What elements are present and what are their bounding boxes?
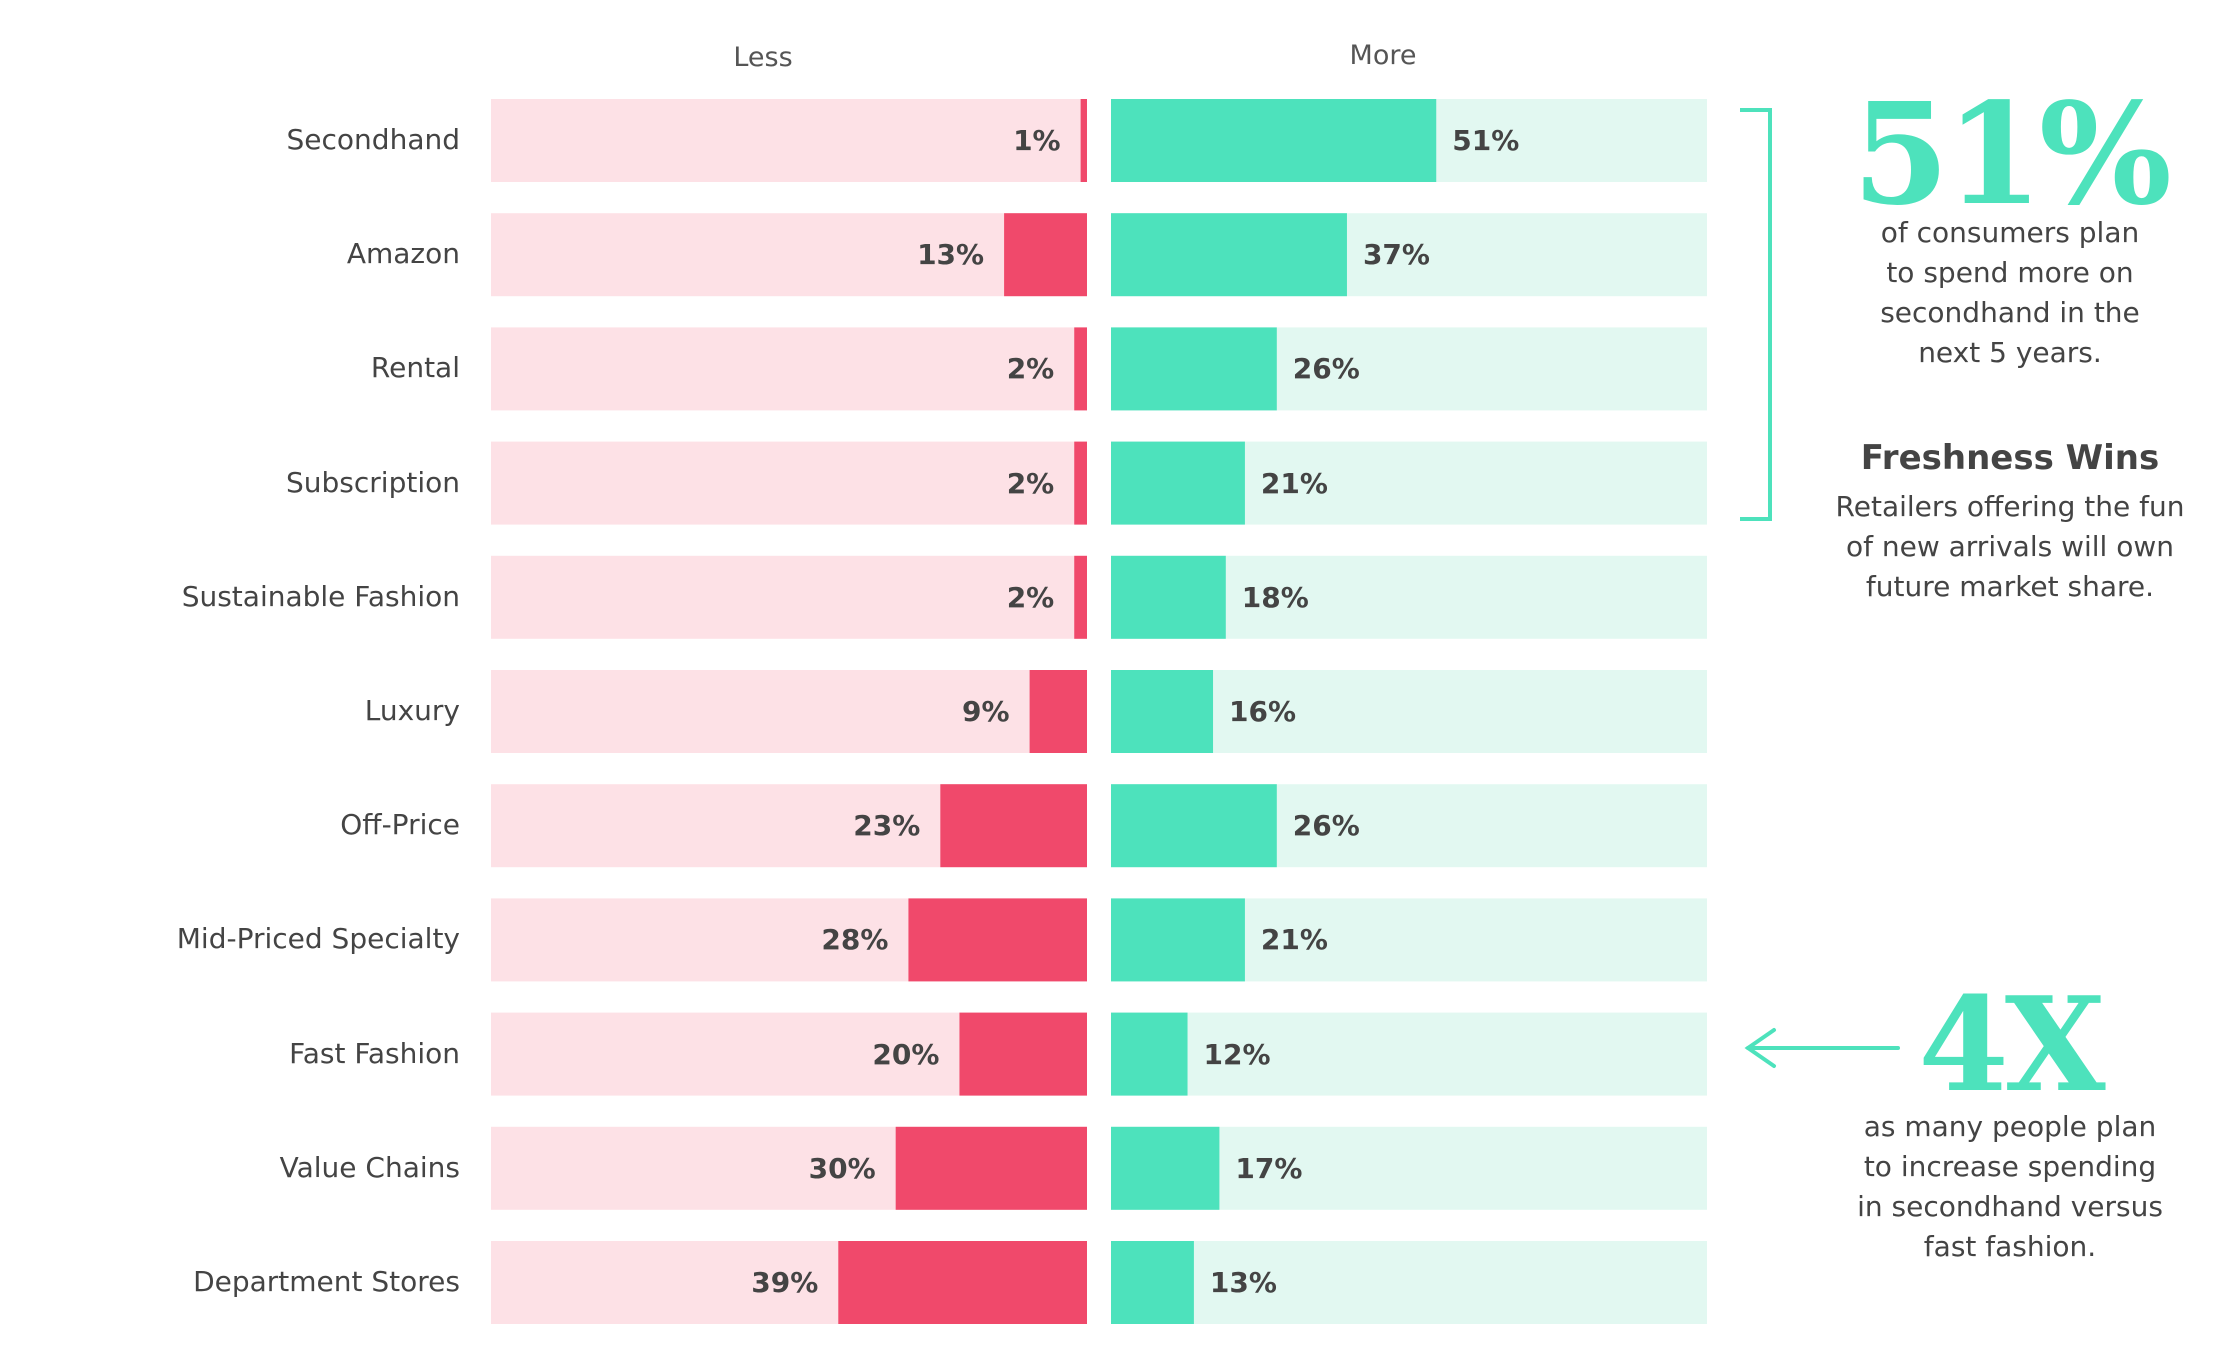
freshness-caption-line: of new arrivals will own <box>1845 530 2175 563</box>
more-bar <box>1111 1012 1188 1096</box>
category-label: Sustainable Fashion <box>181 579 460 613</box>
bracket <box>1740 108 1772 521</box>
more-value-label: 26% <box>1292 809 1360 843</box>
less-value-label: 1% <box>1013 124 1061 157</box>
less-value-label: 2% <box>1006 466 1055 500</box>
category-label: Rental <box>370 351 460 385</box>
less-value-label: 13% <box>917 238 985 272</box>
less-bar <box>959 1012 1087 1096</box>
freshness-caption: Retailers offering the fun of new arriva… <box>1780 487 2216 607</box>
stat-51-percent: 51% <box>1852 73 2172 237</box>
more-bar <box>1111 555 1226 639</box>
column-header-more: More <box>1349 40 1417 71</box>
category-label: Secondhand <box>286 123 460 156</box>
more-bar <box>1111 99 1437 182</box>
less-bar <box>1080 99 1087 182</box>
less-bar <box>940 784 1087 868</box>
stat-4x-caption-line: to increase spending <box>1863 1150 2157 1183</box>
more-value-label: 51% <box>1452 124 1520 157</box>
more-bar <box>1111 898 1245 982</box>
more-track <box>1111 1241 1707 1324</box>
more-bar <box>1111 327 1277 411</box>
less-track <box>491 327 1087 411</box>
stat-4x-caption-line: fast fashion. <box>1923 1230 2097 1263</box>
less-value-label: 39% <box>751 1266 819 1299</box>
more-bar <box>1111 441 1245 525</box>
less-track <box>491 99 1087 182</box>
stat-51-caption: of consumers plan to spend more on secon… <box>1800 213 2216 373</box>
more-bar <box>1111 670 1214 753</box>
freshness-caption-line: future market share. <box>1865 570 2155 603</box>
less-bar <box>838 1241 1087 1324</box>
stat-4x-caption: as many people plan to increase spending… <box>1800 1107 2216 1267</box>
less-bar <box>1074 327 1087 411</box>
less-bar <box>908 898 1087 982</box>
more-track <box>1111 1012 1707 1096</box>
category-label: Mid-Priced Specialty <box>176 922 460 956</box>
more-bar <box>1111 1241 1194 1324</box>
arrow-left-icon <box>1744 1028 1900 1068</box>
less-value-label: 23% <box>853 809 921 843</box>
freshness-heading: Freshness Wins <box>1860 438 2160 478</box>
less-bar <box>1029 670 1087 753</box>
more-value-label: 18% <box>1241 580 1309 614</box>
stat-51-caption-line: next 5 years. <box>1918 336 2102 369</box>
stat-4x-caption-line: in secondhand versus <box>1857 1190 2163 1223</box>
less-bar <box>1074 555 1087 639</box>
less-value-label: 20% <box>872 1037 940 1071</box>
less-track <box>491 213 1087 297</box>
less-value-label: 2% <box>1006 580 1055 614</box>
more-value-label: 12% <box>1203 1037 1271 1071</box>
less-bar <box>1004 213 1087 297</box>
less-value-label: 9% <box>962 695 1010 728</box>
stat-51-caption-line: to spend more on <box>1886 256 2134 289</box>
more-value-label: 16% <box>1229 695 1297 728</box>
category-label: Department Stores <box>193 1265 460 1298</box>
stat-51-caption-line: secondhand in the <box>1880 296 2140 329</box>
freshness-caption-line: Retailers offering the fun <box>1835 490 2185 523</box>
less-track <box>491 555 1087 639</box>
less-value-label: 28% <box>821 923 889 957</box>
less-value-label: 2% <box>1006 352 1055 386</box>
less-track <box>491 670 1087 753</box>
more-value-label: 17% <box>1235 1151 1303 1185</box>
more-value-label: 21% <box>1260 466 1328 500</box>
category-label: Luxury <box>364 694 460 727</box>
less-value-label: 30% <box>808 1151 876 1185</box>
more-value-label: 26% <box>1292 352 1360 386</box>
less-bar <box>1074 441 1087 525</box>
more-bar <box>1111 213 1347 297</box>
more-bar <box>1111 1126 1220 1210</box>
more-value-label: 37% <box>1362 238 1430 272</box>
stat-4x: 4X <box>1918 968 2105 1121</box>
category-label: Fast Fashion <box>289 1036 460 1070</box>
category-label: Subscription <box>286 465 460 499</box>
category-label: Value Chains <box>279 1150 460 1184</box>
less-bar <box>895 1126 1087 1210</box>
less-track <box>491 441 1087 525</box>
more-bar <box>1111 784 1277 868</box>
stat-51-caption-line: of consumers plan <box>1880 216 2140 249</box>
more-value-label: 13% <box>1209 1266 1277 1299</box>
category-label: Amazon <box>346 237 460 271</box>
stat-4x-caption-line: as many people plan <box>1863 1110 2157 1143</box>
category-label: Off-Price <box>340 808 460 842</box>
more-value-label: 21% <box>1260 923 1328 957</box>
column-header-less: Less <box>733 42 793 73</box>
